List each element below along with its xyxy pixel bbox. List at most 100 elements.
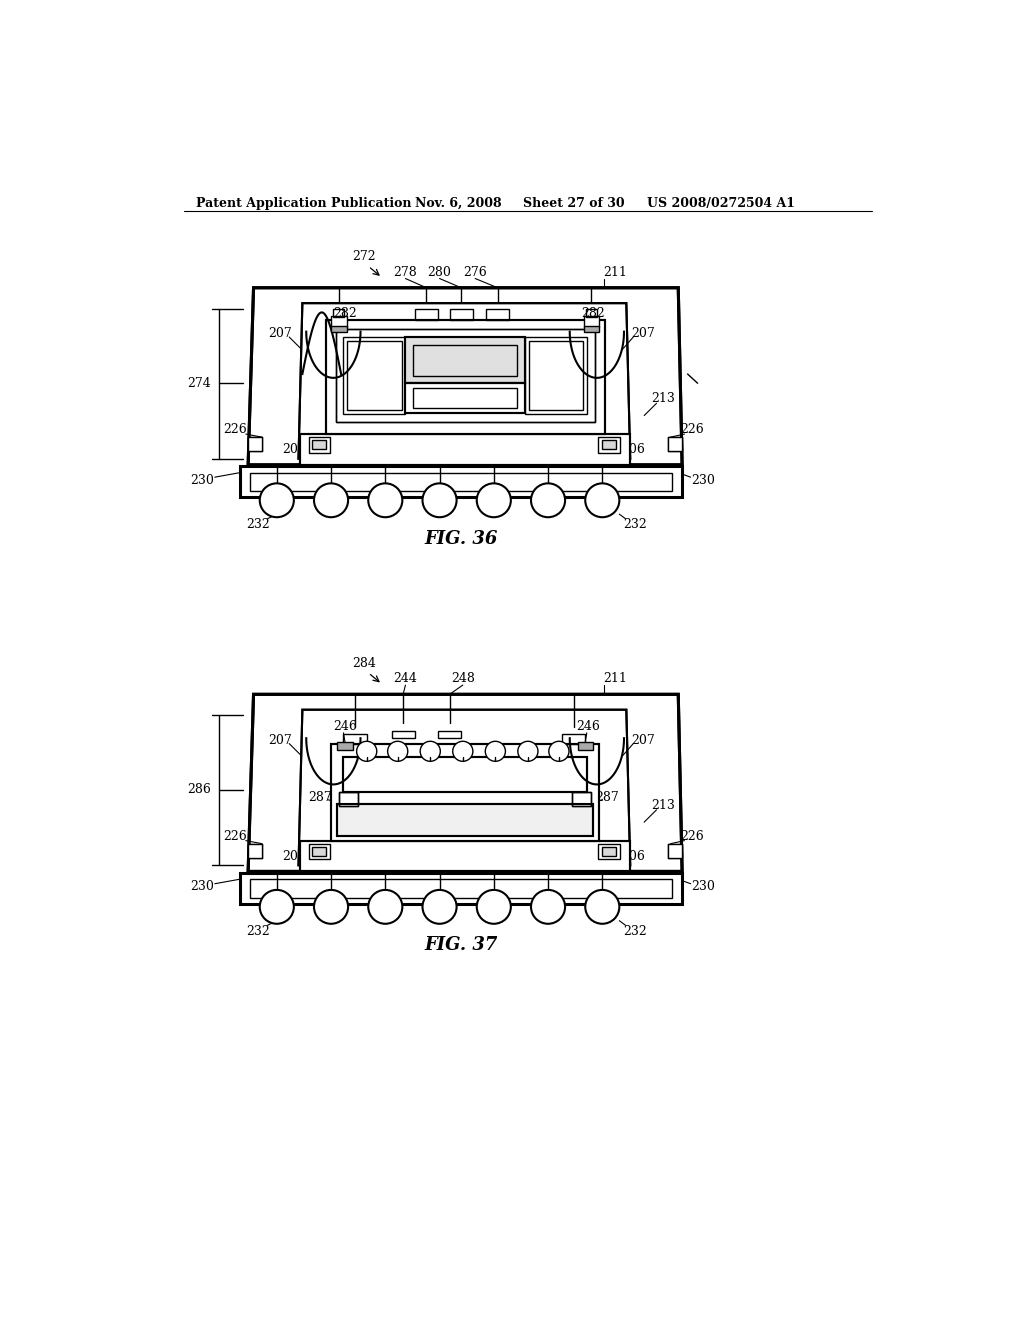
Bar: [406, 337, 524, 383]
Circle shape: [485, 742, 506, 762]
Circle shape: [423, 890, 457, 924]
Text: US 2008/0272504 A1: US 2008/0272504 A1: [647, 197, 796, 210]
Text: 211: 211: [603, 672, 627, 685]
Text: 282: 282: [582, 308, 605, 321]
Text: 272: 272: [352, 251, 376, 264]
Bar: [248, 843, 262, 858]
Text: 280: 280: [428, 265, 452, 279]
Bar: [300, 434, 630, 465]
Bar: [414, 345, 517, 375]
Bar: [312, 441, 327, 449]
Text: 209: 209: [488, 441, 512, 454]
Bar: [343, 758, 587, 792]
Bar: [524, 337, 587, 414]
Bar: [331, 743, 599, 841]
Bar: [406, 383, 524, 412]
Circle shape: [531, 890, 565, 924]
Text: 287: 287: [308, 791, 332, 804]
Text: 226: 226: [680, 829, 705, 842]
Text: 248: 248: [451, 672, 475, 685]
Circle shape: [518, 742, 538, 762]
Text: 204: 204: [314, 436, 338, 449]
Text: 207: 207: [631, 327, 654, 341]
Circle shape: [420, 742, 440, 762]
Bar: [336, 330, 595, 422]
Polygon shape: [248, 288, 682, 465]
Text: 206: 206: [282, 444, 306, 455]
Bar: [339, 792, 358, 807]
Bar: [572, 792, 592, 807]
Text: 204: 204: [592, 842, 615, 855]
Bar: [669, 437, 682, 451]
Text: 204: 204: [592, 436, 615, 449]
Bar: [300, 434, 630, 465]
Text: 230: 230: [190, 880, 214, 894]
Circle shape: [531, 483, 565, 517]
Text: 213: 213: [651, 392, 675, 405]
Text: 211: 211: [603, 265, 627, 279]
Bar: [406, 337, 524, 383]
Bar: [251, 473, 672, 491]
Bar: [391, 730, 415, 738]
Bar: [326, 321, 604, 434]
Text: FIG. 36: FIG. 36: [425, 529, 498, 548]
Bar: [308, 843, 331, 859]
Bar: [343, 734, 367, 743]
Text: 202: 202: [428, 847, 452, 861]
Bar: [602, 441, 616, 449]
Circle shape: [314, 483, 348, 517]
Text: 278: 278: [393, 265, 418, 279]
Bar: [414, 388, 517, 408]
Text: 206: 206: [622, 444, 645, 455]
Circle shape: [260, 483, 294, 517]
Bar: [347, 341, 401, 411]
Text: 232: 232: [247, 925, 270, 939]
Text: 207: 207: [631, 734, 654, 747]
Text: 286: 286: [187, 783, 211, 796]
Circle shape: [369, 890, 402, 924]
Bar: [602, 847, 616, 855]
Bar: [300, 841, 630, 871]
Bar: [586, 309, 597, 317]
Text: 246: 246: [333, 721, 357, 733]
Bar: [584, 317, 599, 327]
Text: Sheet 27 of 30: Sheet 27 of 30: [523, 197, 625, 210]
Text: 246: 246: [577, 721, 600, 733]
Text: 288: 288: [486, 847, 510, 861]
Circle shape: [453, 742, 473, 762]
Text: 202: 202: [428, 441, 452, 454]
Circle shape: [477, 890, 511, 924]
Bar: [331, 317, 346, 327]
Bar: [528, 341, 583, 411]
Circle shape: [388, 742, 408, 762]
Bar: [450, 309, 473, 321]
Bar: [337, 742, 352, 750]
Text: 244: 244: [393, 672, 418, 685]
Bar: [334, 309, 344, 317]
Bar: [336, 330, 595, 422]
Bar: [406, 383, 524, 412]
Polygon shape: [299, 710, 630, 866]
Text: Nov. 6, 2008: Nov. 6, 2008: [415, 197, 502, 210]
Text: 206: 206: [622, 850, 645, 862]
Circle shape: [586, 483, 620, 517]
Text: 232: 232: [623, 519, 647, 532]
Bar: [669, 843, 682, 858]
Bar: [572, 792, 592, 807]
Bar: [241, 466, 682, 498]
Bar: [326, 321, 604, 434]
Bar: [343, 758, 587, 792]
Bar: [331, 743, 599, 841]
Bar: [598, 437, 621, 453]
Bar: [562, 734, 586, 743]
Text: 230: 230: [190, 474, 214, 487]
Circle shape: [356, 742, 377, 762]
Bar: [584, 326, 599, 333]
Text: 284: 284: [352, 657, 376, 671]
Bar: [339, 792, 358, 807]
Bar: [598, 843, 621, 859]
Text: 204: 204: [314, 842, 338, 855]
Text: 287: 287: [595, 791, 618, 804]
Circle shape: [586, 890, 620, 924]
Text: 232: 232: [623, 925, 647, 939]
